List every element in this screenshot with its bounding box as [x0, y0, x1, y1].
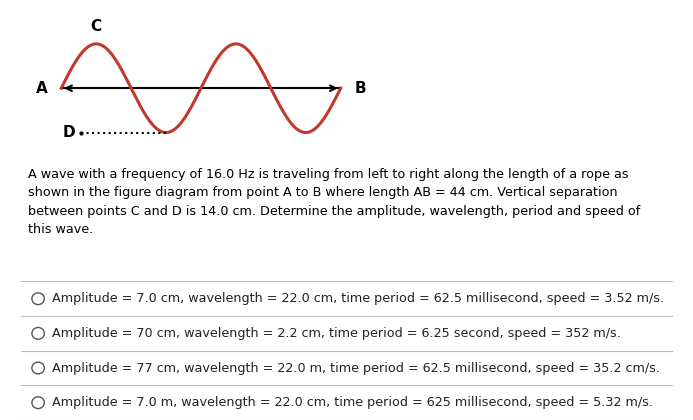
Text: B: B [355, 81, 367, 96]
Text: A wave with a frequency of 16.0 Hz is traveling from left to right along the len: A wave with a frequency of 16.0 Hz is tr… [28, 168, 640, 236]
Text: Amplitude = 7.0 cm, wavelength = 22.0 cm, time period = 62.5 millisecond, speed : Amplitude = 7.0 cm, wavelength = 22.0 cm… [52, 292, 664, 305]
Text: Amplitude = 77 cm, wavelength = 22.0 m, time period = 62.5 millisecond, speed = : Amplitude = 77 cm, wavelength = 22.0 m, … [52, 362, 660, 375]
Text: Amplitude = 70 cm, wavelength = 2.2 cm, time period = 6.25 second, speed = 352 m: Amplitude = 70 cm, wavelength = 2.2 cm, … [52, 327, 621, 340]
Text: A: A [35, 81, 47, 96]
Text: Amplitude = 7.0 m, wavelength = 22.0 cm, time period = 625 millisecond, speed = : Amplitude = 7.0 m, wavelength = 22.0 cm,… [52, 396, 653, 409]
Text: D: D [62, 125, 76, 140]
Text: C: C [91, 19, 102, 34]
